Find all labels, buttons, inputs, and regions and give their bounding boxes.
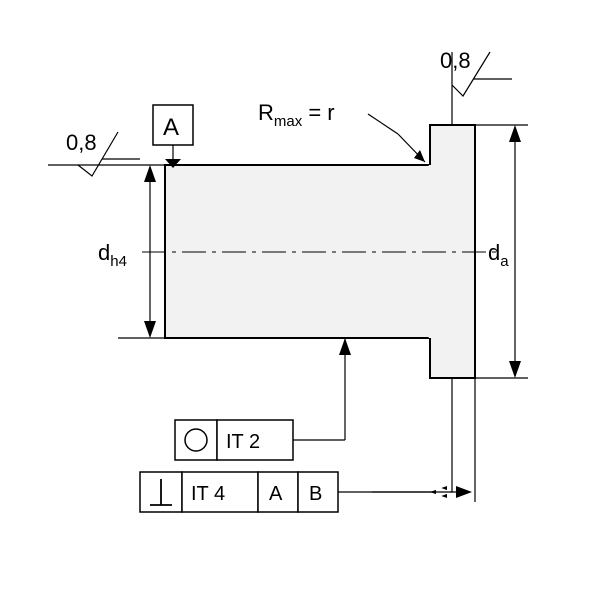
dh4-sub: h4 xyxy=(110,253,127,270)
r-rest: = r xyxy=(302,100,334,125)
surface-finish-left: 0,8 xyxy=(48,130,165,176)
r-sub: max xyxy=(274,113,303,130)
fcf2-tol: IT 4 xyxy=(191,483,225,505)
datum-a-letter: A xyxy=(163,114,179,141)
surface-top-value: 0,8 xyxy=(440,48,471,73)
da-base: d xyxy=(488,240,500,265)
datum-a-box: A xyxy=(153,105,193,168)
fcf2-d2: B xyxy=(309,483,322,505)
svg-text:Rmax = r: Rmax = r xyxy=(258,100,335,130)
r-max-annotation: Rmax = r xyxy=(258,100,425,162)
dh4-base: d xyxy=(98,240,110,265)
da-sub: a xyxy=(500,253,509,270)
surface-finish-top: 0,8 xyxy=(440,48,512,125)
svg-text:dh4: dh4 xyxy=(98,240,127,270)
fcf1-tol: IT 2 xyxy=(226,431,260,453)
surface-left-value: 0,8 xyxy=(66,130,97,155)
r-prefix: R xyxy=(258,100,274,125)
fcf-circularity: IT 2 xyxy=(175,338,351,460)
svg-text:da: da xyxy=(488,240,509,270)
fcf2-d1: A xyxy=(269,483,283,505)
